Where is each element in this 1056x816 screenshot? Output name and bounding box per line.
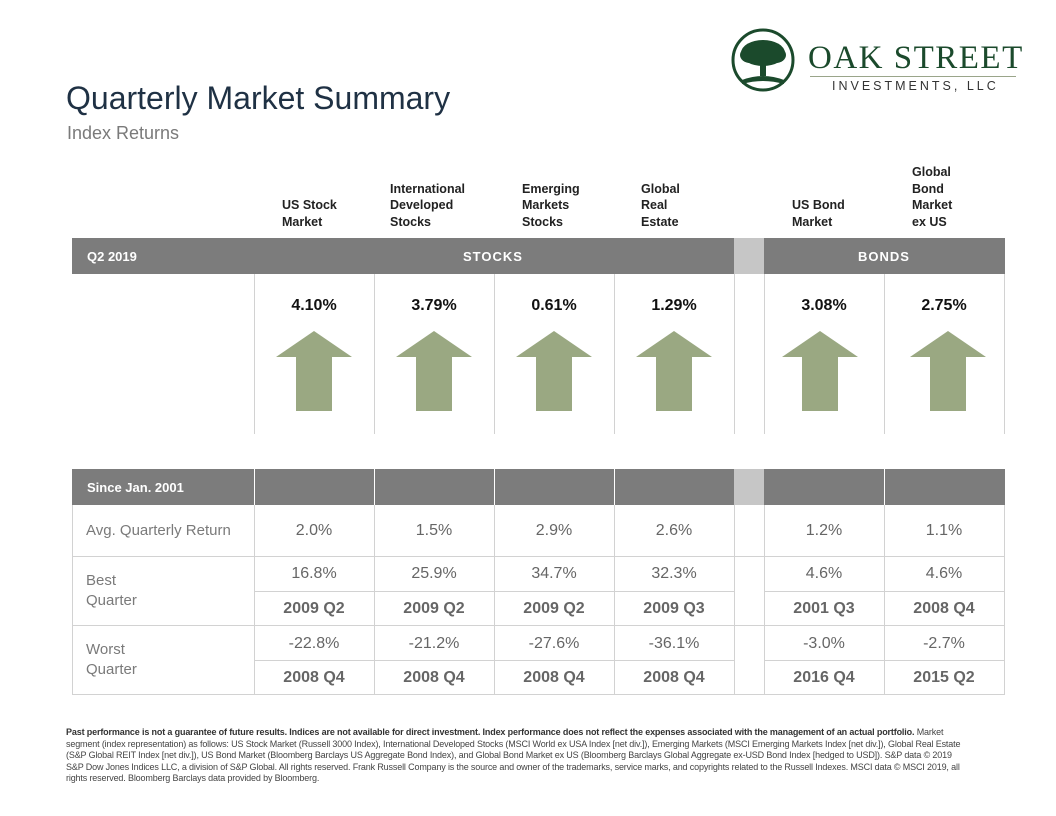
table-divider — [1004, 505, 1005, 694]
avg-global-real-estate: 2.6% — [655, 522, 693, 539]
column-divider — [884, 274, 885, 434]
return-global-real-estate: 1.29% — [651, 297, 697, 314]
bar-divider — [254, 469, 255, 505]
up-arrow-icon — [636, 331, 712, 411]
page-title: Quarterly Market Summary — [66, 80, 451, 116]
worst-quarter-us-bond: 2016 Q4 — [793, 669, 855, 686]
worst-quarter-global-real-estate: 2008 Q4 — [643, 669, 705, 686]
up-arrow-icon — [516, 331, 592, 411]
worst-global-real-estate: -36.1% — [648, 635, 700, 652]
avg-intl-developed: 1.5% — [415, 522, 453, 539]
column-divider — [1004, 274, 1005, 434]
avg-global-bond: 1.1% — [925, 522, 963, 539]
up-arrow-icon — [276, 331, 352, 411]
up-arrow-icon — [910, 331, 986, 411]
bar-divider — [884, 469, 885, 505]
worst-us-bond: -3.0% — [803, 635, 845, 652]
return-intl-developed: 3.79% — [411, 297, 457, 314]
row-divider — [764, 660, 1005, 661]
table-divider — [734, 505, 735, 694]
bar-divider — [494, 469, 495, 505]
worst-quarter-global-bond: 2015 Q2 — [913, 669, 975, 686]
column-header-emerging: Emerging Markets Stocks — [522, 181, 580, 229]
return-emerging: 0.61% — [531, 297, 577, 314]
bonds-label: BONDS — [858, 249, 910, 264]
column-header-global-bond: Global Bond Market ex US — [912, 165, 953, 229]
since-bar-stocks — [72, 469, 734, 505]
return-global-bond: 2.75% — [921, 297, 967, 314]
best-intl-developed: 25.9% — [411, 565, 457, 582]
logo-name: OAK STREET — [808, 40, 1024, 76]
up-arrow-icon — [782, 331, 858, 411]
best-quarter-us-stock: 2009 Q2 — [283, 600, 345, 617]
best-quarter-us-bond: 2001 Q3 — [793, 600, 855, 617]
quarter-bar-gap — [734, 238, 764, 274]
page-subtitle: Index Returns — [67, 123, 180, 143]
best-quarter-emerging: 2009 Q2 — [523, 600, 585, 617]
worst-quarter-emerging: 2008 Q4 — [523, 669, 585, 686]
best-quarter-global-bond: 2008 Q4 — [913, 600, 975, 617]
table-divider — [72, 505, 73, 694]
best-quarter-global-real-estate: 2009 Q3 — [643, 600, 705, 617]
column-header-global-real-estate: Global Real Estate — [641, 181, 680, 229]
row-divider — [254, 591, 734, 592]
row-divider — [72, 694, 1005, 695]
best-us-stock: 16.8% — [291, 565, 337, 582]
column-divider — [494, 274, 495, 434]
column-divider — [734, 274, 735, 434]
row-label-worst: Worst Quarter — [86, 641, 137, 678]
footnote-details: Market segment (index representation) as… — [66, 727, 961, 784]
best-emerging: 34.7% — [531, 565, 577, 582]
best-global-bond: 4.6% — [925, 565, 963, 582]
row-divider — [72, 556, 1005, 557]
avg-emerging: 2.9% — [535, 522, 573, 539]
quarter-bar-bonds — [764, 238, 1005, 274]
oak-tree-icon — [731, 28, 795, 92]
row-label-best: Best Quarter — [86, 572, 137, 609]
worst-quarter-intl-developed: 2008 Q4 — [403, 669, 465, 686]
worst-us-stock: -22.8% — [288, 635, 340, 652]
return-us-stock: 4.10% — [291, 297, 337, 314]
best-us-bond: 4.6% — [805, 565, 843, 582]
table-divider — [494, 505, 495, 694]
logo-rule — [810, 76, 1016, 77]
footnote: Past performance is not a guarantee of f… — [66, 727, 966, 785]
row-divider — [764, 591, 1005, 592]
row-divider — [72, 625, 1005, 626]
table-divider — [374, 505, 375, 694]
table-divider — [614, 505, 615, 694]
up-arrow-icon — [396, 331, 472, 411]
avg-us-bond: 1.2% — [805, 522, 843, 539]
column-header-intl-developed: International Developed Stocks — [390, 181, 466, 229]
row-divider — [254, 660, 734, 661]
table-divider — [764, 505, 765, 694]
quarter-label: Q2 2019 — [87, 249, 137, 264]
column-divider — [764, 274, 765, 434]
stocks-label: STOCKS — [463, 249, 523, 264]
since-label: Since Jan. 2001 — [87, 480, 184, 495]
avg-us-stock: 2.0% — [295, 522, 333, 539]
logo-subtitle: INVESTMENTS, LLC — [832, 79, 999, 93]
column-header-us-stock: US Stock Market — [282, 198, 337, 229]
worst-global-bond: -2.7% — [923, 635, 965, 652]
best-global-real-estate: 32.3% — [651, 565, 697, 582]
table-divider — [884, 505, 885, 694]
worst-emerging: -27.6% — [528, 635, 580, 652]
worst-intl-developed: -21.2% — [408, 635, 460, 652]
row-label-avg: Avg. Quarterly Return — [86, 522, 231, 539]
since-bar-gap — [734, 469, 764, 505]
quarter-bar-stocks — [72, 238, 734, 274]
best-quarter-intl-developed: 2009 Q2 — [403, 600, 465, 617]
worst-quarter-us-stock: 2008 Q4 — [283, 669, 345, 686]
return-us-bond: 3.08% — [801, 297, 847, 314]
column-divider — [254, 274, 255, 434]
bar-divider — [374, 469, 375, 505]
column-divider — [614, 274, 615, 434]
bar-divider — [614, 469, 615, 505]
table-divider — [254, 505, 255, 694]
footnote-disclaimer: Past performance is not a guarantee of f… — [66, 727, 915, 737]
column-header-us-bond: US Bond Market — [792, 198, 845, 229]
column-divider — [374, 274, 375, 434]
